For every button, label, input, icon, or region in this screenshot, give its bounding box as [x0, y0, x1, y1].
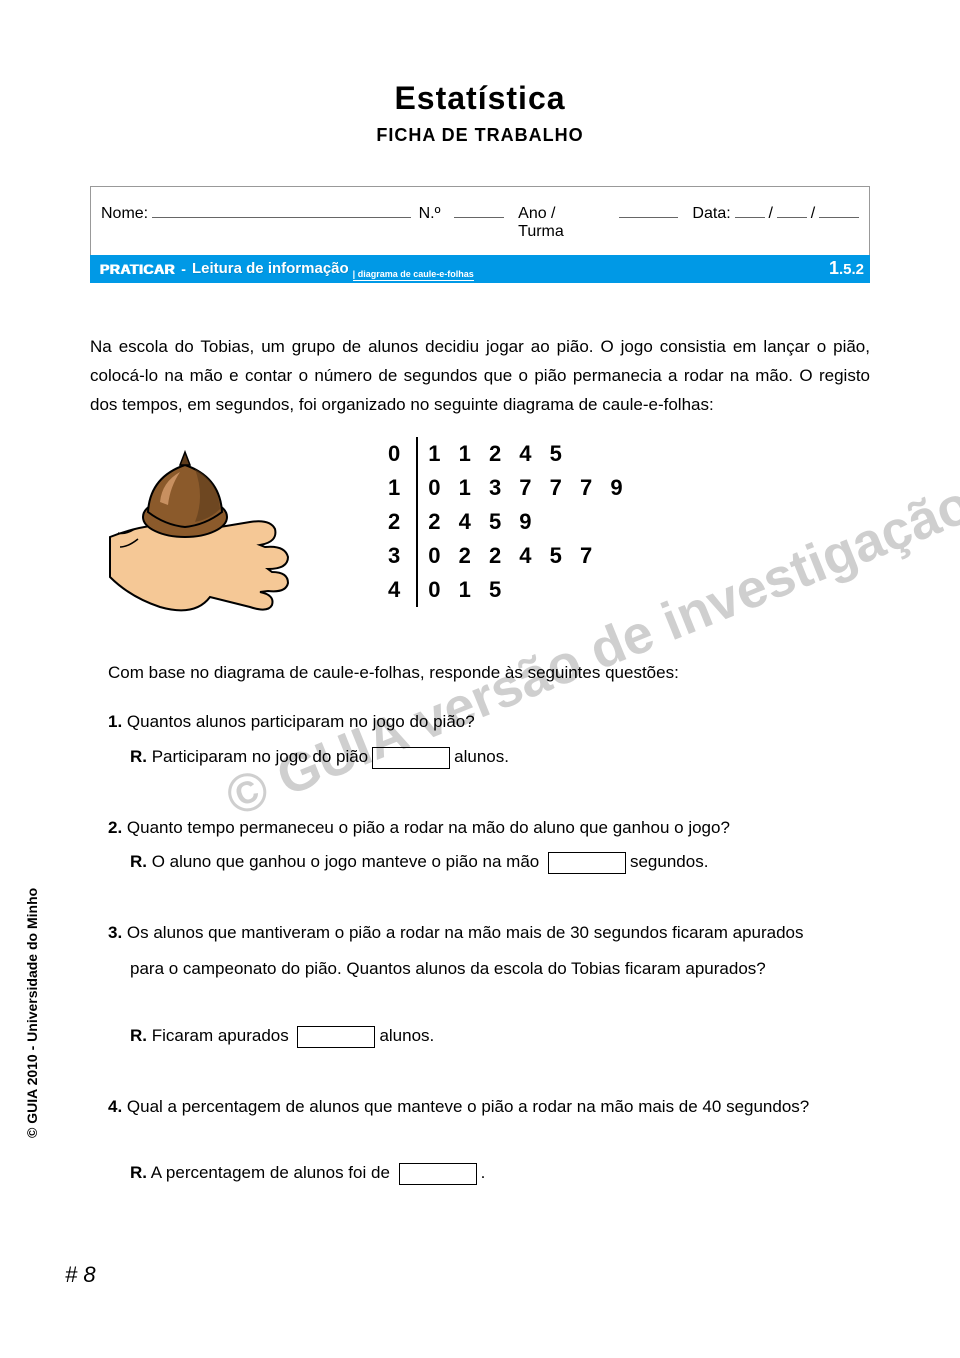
q1-answer-box[interactable]: [372, 747, 450, 769]
leaf-cell: 0 1 5: [417, 573, 636, 607]
question-3: 3. Os alunos que mantiveram o pião a rod…: [108, 918, 870, 1052]
questions-prompt: Com base no diagrama de caule-e-folhas, …: [108, 663, 870, 683]
no-field[interactable]: [454, 201, 504, 218]
stem-cell: 2: [380, 505, 417, 539]
stemleaf-row: 30 2 2 4 5 7: [380, 539, 637, 573]
page-title: Estatística: [90, 80, 870, 117]
code-minor: .5.2: [839, 261, 864, 278]
q1-ans-before: Participaram no jogo do pião: [147, 747, 368, 766]
stem-leaf-diagram: 01 1 2 4 5 10 1 3 7 7 7 9 22 4 5 9 30 2 …: [380, 437, 637, 607]
stemleaf-row: 01 1 2 4 5: [380, 437, 637, 471]
stem-cell: 4: [380, 573, 417, 607]
leaf-cell: 1 1 2 4 5: [417, 437, 636, 471]
q1-text: Quantos alunos participaram no jogo do p…: [122, 712, 475, 731]
stem-cell: 3: [380, 539, 417, 573]
code-major: 1: [829, 258, 839, 278]
q3-ans-after: alunos.: [379, 1026, 434, 1045]
praticar-label: PRATICAR: [100, 261, 175, 277]
q4-number: 4.: [108, 1097, 122, 1116]
copyright-text: © GUIA 2010 - Universidade do Minho: [24, 888, 40, 1138]
q3-text-line1: Os alunos que mantiveram o pião a rodar …: [122, 923, 803, 942]
data-month-field[interactable]: [777, 201, 807, 218]
q3-number: 3.: [108, 923, 122, 942]
data-day-field[interactable]: [735, 201, 765, 218]
q2-ans-after: segundos.: [630, 852, 708, 871]
q2-r-label: R.: [130, 852, 147, 871]
q4-r-label: R.: [130, 1163, 147, 1182]
page-number: # 8: [65, 1262, 96, 1288]
nome-label: Nome:: [101, 205, 148, 223]
ano-field[interactable]: [619, 201, 679, 218]
q4-text: Qual a percentagem de alunos que manteve…: [122, 1097, 809, 1116]
exercise-code: 1.5.2: [829, 258, 864, 279]
q3-text-line2: para o campeonato do pião. Quantos aluno…: [130, 954, 870, 985]
question-1: 1. Quantos alunos participaram no jogo d…: [108, 707, 870, 772]
q1-r-label: R.: [130, 747, 147, 766]
stemleaf-row: 40 1 5: [380, 573, 637, 607]
q2-ans-before: O aluno que ganhou o jogo manteve o pião…: [147, 852, 544, 871]
spinning-top-illustration: [100, 447, 340, 627]
student-info-box: Nome: N.º Ano / Turma Data: / /: [90, 186, 870, 255]
question-4: 4. Qual a percentagem de alunos que mant…: [108, 1092, 870, 1189]
q4-answer-box[interactable]: [399, 1163, 477, 1185]
leaf-cell: 0 2 2 4 5 7: [417, 539, 636, 573]
stem-cell: 1: [380, 471, 417, 505]
no-label: N.º: [419, 205, 441, 223]
question-2: 2. Quanto tempo permaneceu o pião a roda…: [108, 813, 870, 878]
topic-label: Leitura de informação: [192, 260, 349, 277]
slash-1: /: [769, 205, 773, 223]
q3-answer-box[interactable]: [297, 1026, 375, 1048]
topic-sub-label: | diagrama de caule-e-folhas: [353, 269, 474, 281]
page-subtitle: FICHA DE TRABALHO: [90, 125, 870, 146]
intro-paragraph: Na escola do Tobias, um grupo de alunos …: [90, 333, 870, 420]
q4-ans-before: A percentagem de alunos foi de: [147, 1163, 395, 1182]
q3-r-label: R.: [130, 1026, 147, 1045]
bluebar-dash: -: [181, 261, 186, 277]
data-label: Data:: [692, 205, 730, 223]
leaf-cell: 0 1 3 7 7 7 9: [417, 471, 636, 505]
q2-text: Quanto tempo permaneceu o pião a rodar n…: [122, 818, 730, 837]
stemleaf-row: 10 1 3 7 7 7 9: [380, 471, 637, 505]
stemleaf-row: 22 4 5 9: [380, 505, 637, 539]
section-bar: PRATICAR - Leitura de informação | diagr…: [90, 255, 870, 283]
data-year-field[interactable]: [819, 201, 859, 218]
q2-number: 2.: [108, 818, 122, 837]
leaf-cell: 2 4 5 9: [417, 505, 636, 539]
slash-2: /: [811, 205, 815, 223]
stem-cell: 0: [380, 437, 417, 471]
ano-label: Ano / Turma: [518, 205, 605, 241]
q4-ans-after: .: [481, 1163, 486, 1182]
q1-ans-after: alunos.: [454, 747, 509, 766]
q1-number: 1.: [108, 712, 122, 731]
q2-answer-box[interactable]: [548, 852, 626, 874]
q3-ans-before: Ficaram apurados: [147, 1026, 293, 1045]
nome-field[interactable]: [152, 201, 410, 218]
